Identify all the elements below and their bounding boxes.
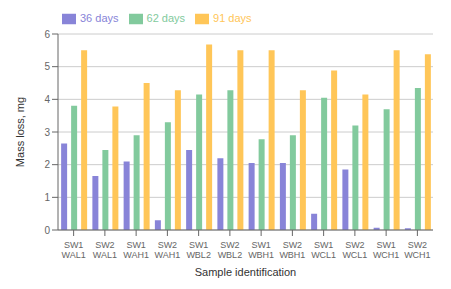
svg-text:SW1WCL1: SW1WCL1 <box>311 240 336 260</box>
svg-text:SW2WAH1: SW2WAH1 <box>155 240 181 260</box>
svg-text:SW1WAH1: SW1WAH1 <box>123 240 149 260</box>
svg-text:SW1WBH1: SW1WBH1 <box>248 240 274 260</box>
html-text:36 days: 36 days <box>80 12 119 24</box>
svg-text:4: 4 <box>44 94 50 105</box>
svg-text:1: 1 <box>44 192 50 203</box>
svg-text:Mass loss, mg: Mass loss, mg <box>14 97 26 167</box>
svg-text:6: 6 <box>44 29 50 40</box>
svg-text:Sample identification: Sample identification <box>195 266 297 278</box>
svg-text:SW2WAL1: SW2WAL1 <box>93 240 117 260</box>
html-text:91 days: 91 days <box>213 12 252 24</box>
svg-text:SW2WCH1: SW2WCH1 <box>404 240 431 260</box>
svg-text:SW1WAL1: SW1WAL1 <box>62 240 86 260</box>
svg-text:5: 5 <box>44 61 50 72</box>
svg-text:0: 0 <box>44 225 50 236</box>
html-text:62 days: 62 days <box>146 12 186 24</box>
svg-text:SW2WBL2: SW2WBL2 <box>218 240 243 260</box>
svg-text:SW2WCL1: SW2WCL1 <box>342 240 367 260</box>
svg-text:SW2WBH1: SW2WBH1 <box>279 240 305 260</box>
svg-text:3: 3 <box>44 127 50 138</box>
svg-text:SW1WBL2: SW1WBL2 <box>186 240 211 260</box>
svg-text:2: 2 <box>44 159 50 170</box>
svg-text:SW1WCH1: SW1WCH1 <box>373 240 400 260</box>
